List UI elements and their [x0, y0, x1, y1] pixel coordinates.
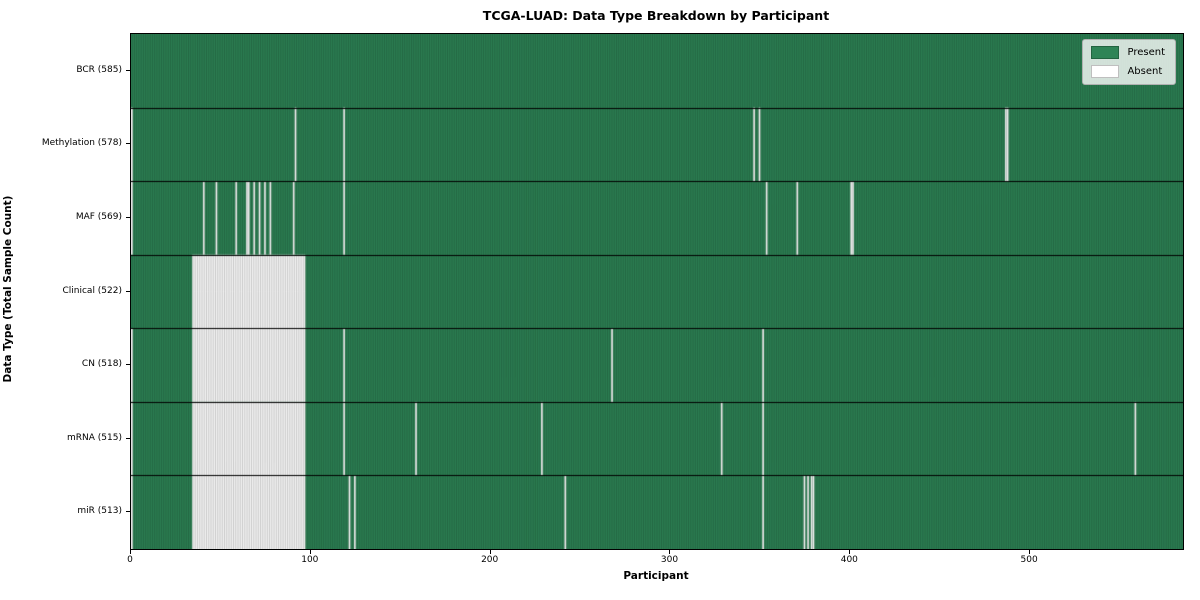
y-tick-label: Clinical (522) — [62, 285, 122, 296]
x-tick-label: 500 — [1020, 555, 1038, 565]
x-tick-mark — [669, 550, 670, 554]
x-tick-label: 400 — [840, 555, 858, 565]
y-tick-label: mRNA (515) — [67, 432, 122, 443]
x-tick-label: 100 — [301, 555, 319, 565]
y-tick-mark — [126, 438, 130, 439]
y-tick-mark — [126, 291, 130, 292]
y-tick-mark — [126, 364, 130, 365]
y-tick-mark — [126, 70, 130, 71]
x-tick-mark — [130, 550, 131, 554]
x-tick-label: 200 — [481, 555, 499, 565]
y-tick-label: miR (513) — [77, 506, 122, 517]
plot-area: Present Absent — [130, 33, 1184, 550]
legend-absent-swatch — [1091, 65, 1120, 78]
legend-absent-label: Absent — [1127, 66, 1163, 77]
x-tick-label: 0 — [127, 555, 133, 565]
y-tick-label: MAF (569) — [75, 211, 122, 222]
y-tick-mark — [126, 511, 130, 512]
y-tick-mark — [126, 143, 130, 144]
x-tick-mark — [310, 550, 311, 554]
x-axis-label: Participant — [623, 570, 689, 582]
x-tick-label: 300 — [660, 555, 679, 565]
legend-entry-present: Present — [1091, 46, 1165, 59]
y-tick-mark — [126, 217, 130, 218]
legend-present-label: Present — [1127, 47, 1165, 58]
legend-entry-absent: Absent — [1091, 65, 1165, 78]
chart-title: TCGA-LUAD: Data Type Breakdown by Partic… — [482, 8, 830, 23]
legend-present-swatch — [1091, 46, 1120, 59]
y-tick-label: CN (518) — [81, 359, 122, 370]
heatmap-canvas — [131, 34, 1183, 549]
x-tick-mark — [1029, 550, 1030, 554]
y-tick-label: BCR (585) — [76, 64, 122, 75]
y-tick-label: Methylation (578) — [41, 138, 122, 149]
x-tick-mark — [490, 550, 491, 554]
legend: Present Absent — [1082, 39, 1176, 85]
x-tick-mark — [849, 550, 850, 554]
